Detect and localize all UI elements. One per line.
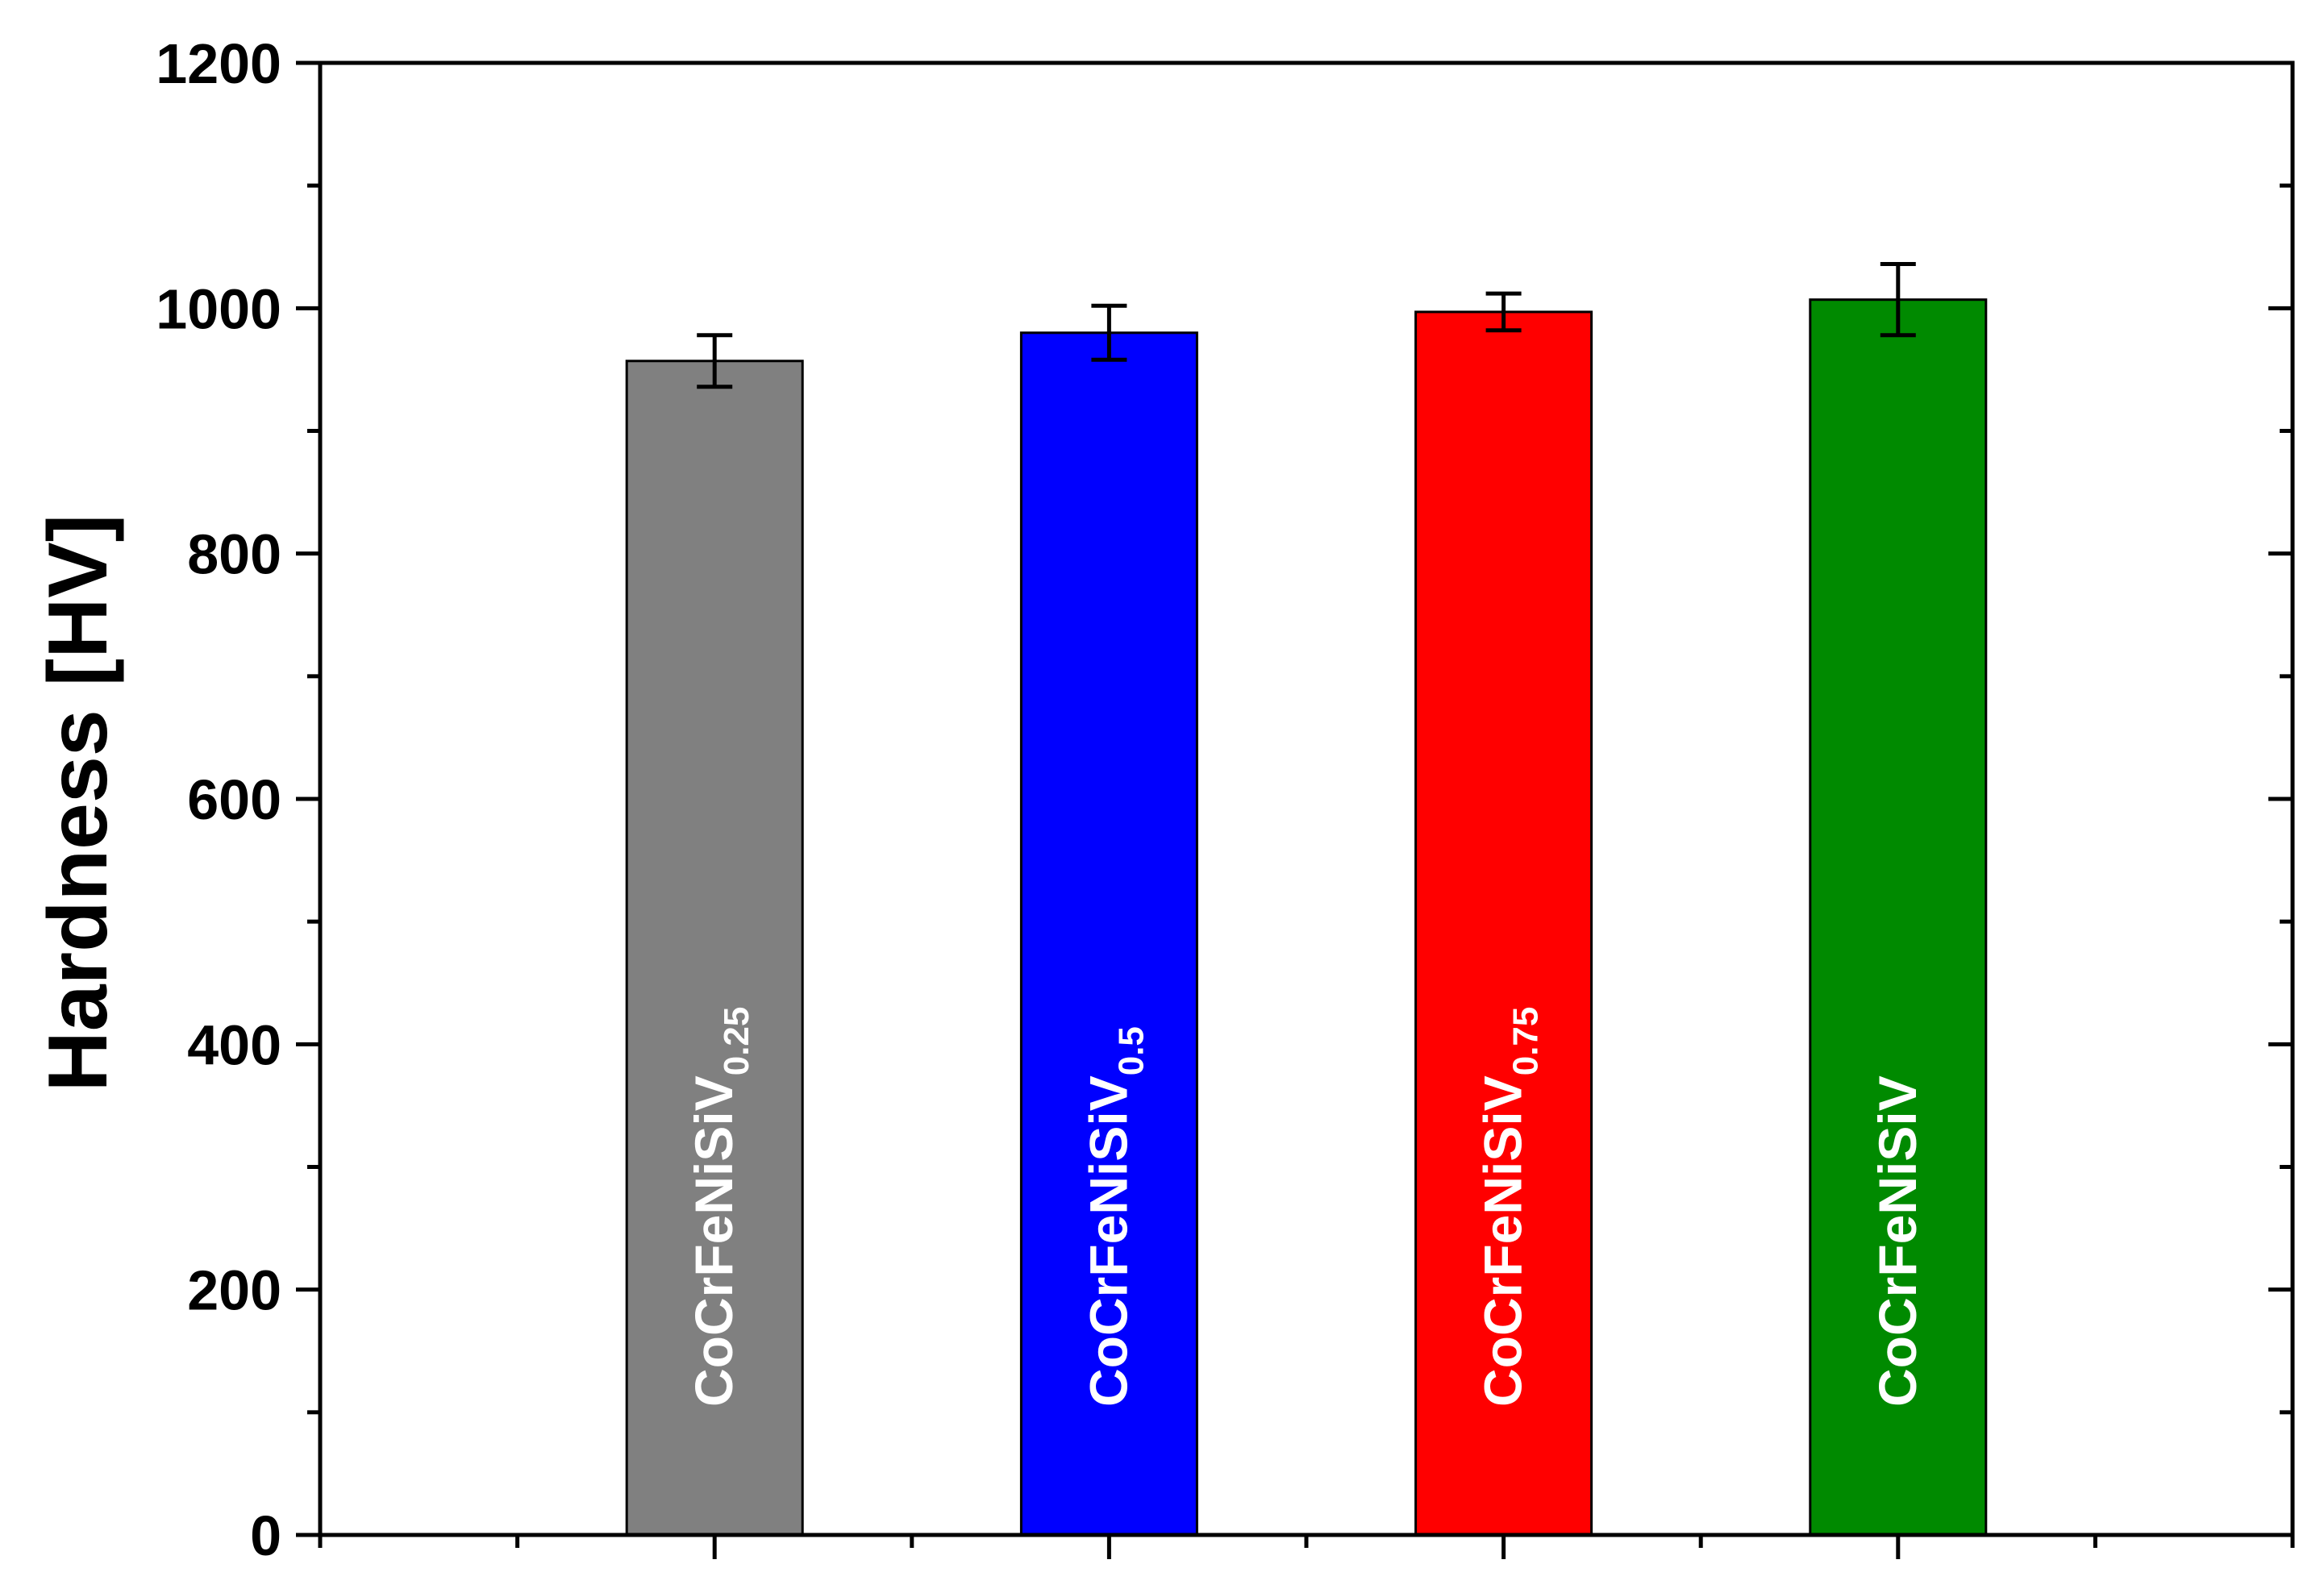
y-tick-label: 1200 xyxy=(156,32,281,95)
error-bar-4 xyxy=(1880,262,1916,338)
bar-1 xyxy=(625,360,804,1537)
y-tick-label: 800 xyxy=(187,523,281,586)
bar-label-main: CoCrFeNiSiV xyxy=(1078,1075,1138,1407)
bar-label-main: CoCrFeNiSiV xyxy=(1473,1075,1533,1407)
bar-label-1: CoCrFeNiSiV0.25 xyxy=(684,1007,756,1407)
y-tick-label: 0 xyxy=(250,1504,281,1567)
bar-label-main: CoCrFeNiSiV xyxy=(684,1075,743,1407)
error-bar-1 xyxy=(697,333,733,389)
y-tick-label: 1000 xyxy=(156,277,281,340)
error-bar-2 xyxy=(1091,303,1127,362)
y-tick-label: 400 xyxy=(187,1013,281,1076)
bar-label-4: CoCrFeNiSiV xyxy=(1868,1075,1927,1407)
plot-frame xyxy=(318,60,2295,1537)
error-bar-3 xyxy=(1485,291,1522,333)
y-tick-labels: 0 200 400 600 800 1000 1200 xyxy=(156,32,281,1567)
y-tick-label: 200 xyxy=(187,1259,281,1322)
y-tick-label: 600 xyxy=(187,768,281,831)
axis-ticks xyxy=(296,60,2295,1559)
y-axis-title: Hardness [HV] xyxy=(31,514,125,1092)
plot-marks: CoCrFeNiSiV0.25CoCrFeNiSiV0.5CoCrFeNiSiV… xyxy=(625,262,1988,1537)
bar-label-subscript: 0.75 xyxy=(1506,1007,1546,1076)
bar-label-3: CoCrFeNiSiV0.75 xyxy=(1473,1007,1546,1407)
bar-label-main: CoCrFeNiSiV xyxy=(1868,1075,1927,1407)
bar-label-subscript: 0.5 xyxy=(1111,1026,1151,1075)
bar-label-2: CoCrFeNiSiV0.5 xyxy=(1078,1026,1151,1407)
bar-label-subscript: 0.25 xyxy=(717,1007,756,1076)
bar-4 xyxy=(1809,298,1988,1537)
